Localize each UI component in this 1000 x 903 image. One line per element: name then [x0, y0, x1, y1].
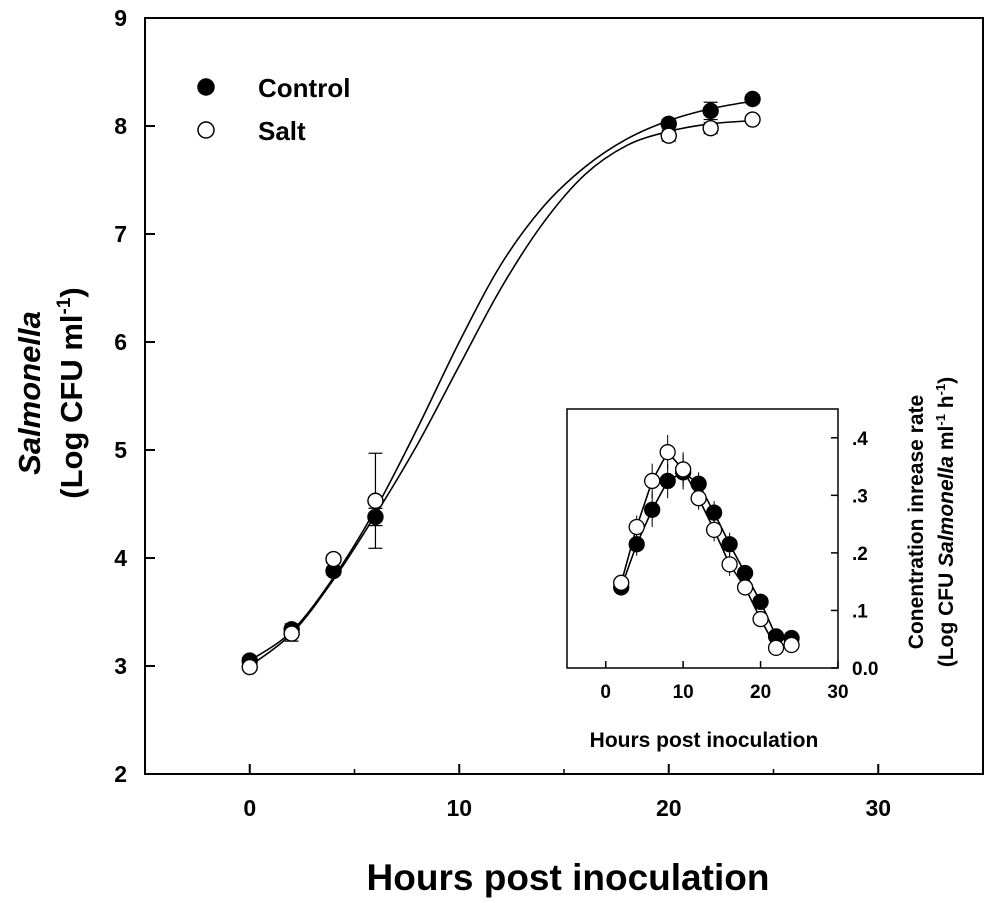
legend-salt-marker: [197, 121, 215, 139]
main-ylabel-sup: -1: [54, 297, 75, 314]
main-point-salt: [702, 119, 719, 137]
inset-ylabel-line1: Conentration inrease rate: [905, 395, 928, 649]
inset-ylabel-part-a: (Log CFU: [935, 567, 958, 667]
inset-point-salt: [736, 579, 754, 596]
main-y-tick-label: 8: [114, 113, 127, 139]
inset-x-tick-label: 10: [673, 682, 694, 703]
main-ylabel-suffix: ): [54, 287, 89, 297]
inset-point-salt: [752, 610, 769, 628]
main-y-tick-label: 9: [114, 5, 127, 31]
inset-ylabel-part-c: h: [935, 395, 958, 414]
main-y-tick-label: 5: [114, 437, 127, 463]
inset-x-tick-label: 0: [600, 682, 611, 703]
inset-axis-ticks: 0 10 20 300.0 .1 .2 .3 .4: [600, 429, 878, 703]
inset-x-tick-label: 30: [827, 682, 848, 703]
inset-y-tick-label: .4: [852, 429, 868, 450]
main-x-tick-label: 0: [243, 795, 256, 821]
inset-point-control: [659, 472, 676, 490]
main-point-salt: [660, 127, 677, 144]
main-point-salt: [241, 658, 258, 676]
inset-point-salt: [767, 639, 785, 657]
inset-point-salt: [613, 574, 630, 591]
main-point-control: [702, 102, 719, 120]
main-x-tick-label: 30: [865, 795, 891, 821]
inset-xlabel: Hours post inoculation: [590, 729, 819, 752]
inset-y-tick-label: 0.0: [852, 659, 878, 680]
main-point-salt: [325, 550, 342, 568]
inset-point-salt: [659, 444, 676, 461]
main-x-tick-label: 10: [446, 795, 472, 821]
inset-point-control: [705, 504, 723, 521]
inset-point-control: [752, 593, 769, 610]
main-y-tick-label: 7: [114, 221, 127, 247]
inset-point-control: [721, 536, 738, 553]
main-y-tick-label: 4: [114, 545, 127, 571]
inset-point-salt: [644, 472, 661, 490]
inset-ylabel-sup2: -1: [933, 384, 948, 396]
inset-point-control: [644, 501, 661, 518]
main-point-salt: [367, 492, 384, 509]
main-axis-ticks: 0 10 20 30 2 3 4 5 6 7 8 9: [114, 5, 891, 821]
main-point-control: [744, 90, 761, 108]
inset-point-salt: [628, 518, 645, 536]
main-ylabel-prefix: (Log CFU ml: [54, 314, 89, 498]
main-xlabel: Hours post inoculation: [367, 857, 770, 898]
legend-salt-label: Salt: [258, 116, 306, 146]
inset-y-tick-label: .1: [852, 601, 868, 622]
main-ylabel-line1: Salmonella: [12, 311, 47, 475]
inset-plot-frame: [566, 408, 839, 669]
legend: Control Salt: [197, 73, 350, 146]
main-x-tick-label: 20: [656, 795, 682, 821]
inset-point-salt: [783, 636, 800, 654]
inset-ylabel-line2: (Log CFU Salmonella ml-1 h-1): [933, 377, 958, 667]
inset-point-control: [628, 536, 645, 553]
inset-x-tick-label: 20: [750, 682, 771, 703]
main-point-salt: [744, 111, 761, 128]
inset-y-tick-label: .2: [852, 544, 868, 565]
inset-y-tick-label: .3: [852, 486, 868, 507]
inset-point-salt: [690, 490, 707, 507]
inset-point-salt: [674, 461, 692, 478]
inset-ylabel-part-d: ): [935, 377, 958, 384]
inset-data-points: [613, 434, 800, 657]
inset-point-control: [736, 564, 754, 582]
inset-point-salt: [705, 521, 723, 539]
inset-point-salt: [721, 556, 738, 573]
inset-ylabel-sup1: -1: [933, 414, 948, 426]
main-y-tick-label: 6: [114, 329, 127, 355]
inset-ylabel-italic: Salmonella: [935, 456, 958, 567]
main-y-tick-label: 2: [114, 761, 127, 787]
legend-control-label: Control: [258, 73, 350, 103]
main-ylabel-line2: (Log CFU ml-1): [54, 287, 89, 498]
inset-ylabel-part-b: ml: [935, 426, 958, 456]
legend-control-marker: [197, 78, 215, 96]
main-data-points: [241, 90, 761, 676]
main-point-salt: [283, 625, 300, 642]
main-y-tick-label: 3: [114, 653, 127, 679]
